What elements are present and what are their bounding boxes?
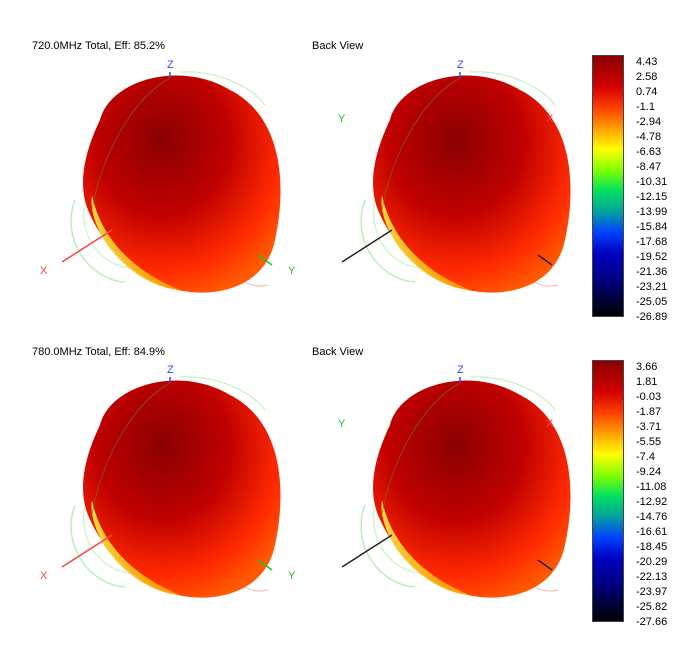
scale-tick: 0.74 — [636, 86, 658, 98]
scale-tick: -15.84 — [636, 221, 668, 233]
scale-tick: -20.29 — [636, 556, 668, 568]
radiation-pattern-front-780: Z X Y — [40, 364, 296, 598]
color-scale-bar-780 — [592, 360, 624, 622]
radiation-pattern-back-780: Z Y X — [338, 364, 571, 598]
radiation-pattern-back-720: Z Y X — [338, 59, 571, 293]
scale-tick: -6.63 — [636, 146, 662, 158]
color-scale-bar-720 — [592, 55, 624, 317]
back-view-label-780: Back View — [312, 346, 364, 358]
scale-tick: 2.58 — [636, 71, 658, 83]
scale-tick: -25.82 — [636, 601, 668, 613]
plot-title-720: 720.0MHz Total, Eff: 85.2% — [32, 40, 165, 52]
scale-tick: -9.24 — [636, 466, 662, 478]
scale-tick: -16.61 — [636, 526, 668, 538]
scale-tick: -27.66 — [636, 616, 668, 628]
color-scale-ticks-720: 4.43 2.58 0.74 -1.1 -2.94 -4.78 -6.63 -8… — [636, 56, 686, 323]
scale-tick: -0.03 — [636, 391, 662, 403]
scale-tick: -19.52 — [636, 251, 668, 263]
radiation-pattern-front-720: Z X Y — [40, 59, 296, 293]
x-axis-label: X — [40, 570, 48, 582]
x-axis-label: X — [546, 113, 554, 125]
plot-title-780: 780.0MHz Total, Eff: 84.9% — [32, 346, 165, 358]
scale-tick: -18.45 — [636, 541, 668, 553]
x-axis-label: X — [40, 265, 48, 277]
scale-tick: -7.4 — [636, 451, 655, 463]
y-axis-label: Y — [288, 265, 296, 277]
scale-tick: -4.78 — [636, 131, 662, 143]
x-axis-label: X — [546, 418, 554, 430]
scale-tick: -14.76 — [636, 511, 668, 523]
scale-tick: -3.71 — [636, 421, 662, 433]
scale-tick: 1.81 — [636, 376, 658, 388]
color-scale-ticks-780: 3.66 1.81 -0.03 -1.87 -3.71 -5.55 -7.4 -… — [636, 361, 686, 628]
z-axis-label: Z — [457, 59, 464, 71]
scale-tick: -12.15 — [636, 191, 668, 203]
scale-tick: -5.55 — [636, 436, 662, 448]
scale-tick: 3.66 — [636, 361, 658, 373]
z-axis-label: Z — [167, 59, 174, 71]
y-axis-label: Y — [338, 418, 346, 430]
scale-tick: -17.68 — [636, 236, 668, 248]
z-axis-label: Z — [167, 364, 174, 376]
scale-tick: -23.97 — [636, 586, 668, 598]
scale-tick: -1.87 — [636, 406, 662, 418]
scale-tick: -25.05 — [636, 296, 668, 308]
scale-tick: -1.1 — [636, 101, 655, 113]
scale-tick: -2.94 — [636, 116, 662, 128]
scale-tick: -10.31 — [636, 176, 668, 188]
scale-tick: 4.43 — [636, 56, 658, 68]
back-view-label-720: Back View — [312, 40, 364, 52]
z-axis-label: Z — [457, 364, 464, 376]
scale-tick: -13.99 — [636, 206, 668, 218]
scale-tick: -8.47 — [636, 161, 662, 173]
scale-tick: -11.08 — [636, 481, 667, 493]
scale-tick: -26.89 — [636, 311, 668, 323]
scale-tick: -23.21 — [636, 281, 668, 293]
scale-tick: -21.36 — [636, 266, 668, 278]
scale-tick: -22.13 — [636, 571, 668, 583]
y-axis-label: Y — [338, 113, 346, 125]
scale-tick: -12.92 — [636, 496, 668, 508]
y-axis-label: Y — [288, 570, 296, 582]
